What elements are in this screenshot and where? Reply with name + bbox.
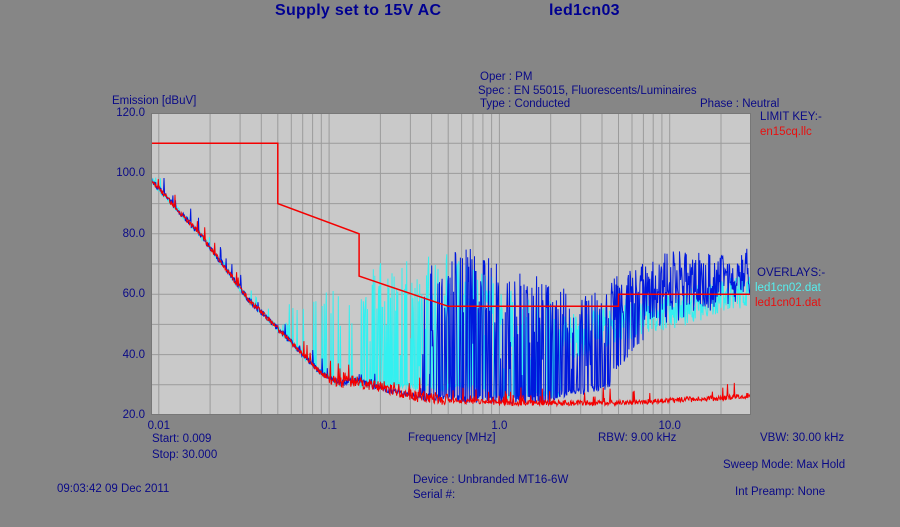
x-tick-label: 1.0 <box>491 420 508 432</box>
overlays-title: OVERLAYS:- <box>757 267 826 279</box>
sweep-mode-readout: Sweep Mode: Max Hold <box>723 459 846 471</box>
limit-line <box>151 142 751 308</box>
int-preamp-readout: Int Preamp: None <box>735 486 826 498</box>
x-tick-label: 0.1 <box>321 420 338 432</box>
limit-key-title: LIMIT KEY:- <box>760 111 822 123</box>
start-frequency: Start: 0.009 <box>152 433 212 445</box>
type-label: Type : Conducted <box>480 98 571 110</box>
device-label: Device : Unbranded MT16-6W <box>413 474 569 486</box>
trace-led1cn03 <box>151 177 751 406</box>
trace-led1cn01-dat <box>151 177 751 408</box>
y-axis-title: Emission [dBuV] <box>112 95 197 107</box>
phase-label: Phase : Neutral <box>700 98 780 110</box>
overlay-file-1: led1cn02.dat <box>755 282 821 294</box>
y-tick-label: 120.0 <box>116 107 145 119</box>
emission-plot <box>151 113 751 415</box>
x-axis-title: Frequency [MHz] <box>408 432 496 444</box>
x-tick-label: 0.01 <box>147 420 170 432</box>
y-tick-label: 20.0 <box>122 409 145 421</box>
y-tick-label: 40.0 <box>122 348 145 361</box>
y-tick-label: 80.0 <box>122 227 145 240</box>
timestamp: 09:03:42 09 Dec 2011 <box>57 483 170 495</box>
overlay-file-2: led1cn01.dat <box>755 297 821 309</box>
trace-title: led1cn03 <box>549 2 620 19</box>
x-tick-label: 10.0 <box>658 420 681 432</box>
limit-key-file: en15cq.llc <box>760 126 812 138</box>
stop-frequency: Stop: 30.000 <box>152 449 218 461</box>
serial-label: Serial #: <box>413 489 456 501</box>
test-title: Supply set to 15V AC <box>275 2 442 19</box>
rbw-readout: RBW: 9.00 kHz <box>598 432 677 444</box>
vbw-readout: VBW: 30.00 kHz <box>760 432 845 444</box>
y-tick-label: 60.0 <box>122 288 145 301</box>
y-tick-label: 100.0 <box>116 167 145 180</box>
operator-label: Oper : PM <box>480 71 533 83</box>
spec-label: Spec : EN 55015, Fluorescents/Luminaires <box>478 85 697 97</box>
